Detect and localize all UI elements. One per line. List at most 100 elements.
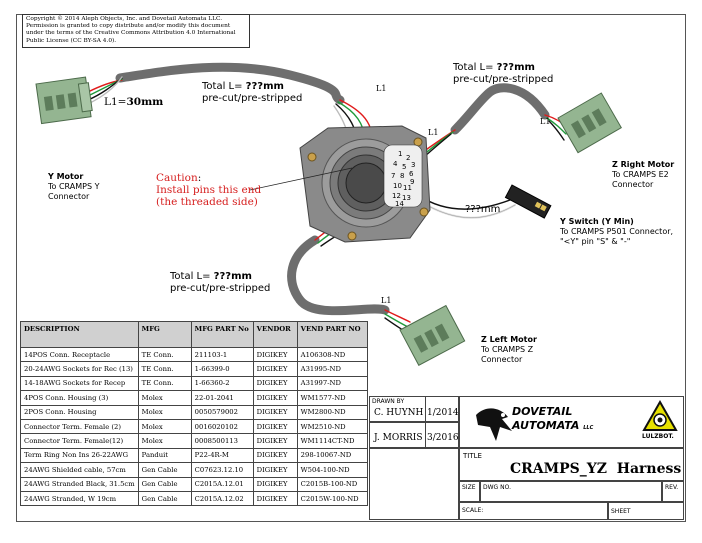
rev-cell: REV.	[662, 481, 684, 502]
bom-cell: A31995-ND	[296, 361, 368, 377]
bom-cell: 298-10067-ND	[296, 447, 368, 464]
checked-date: 3/2016	[427, 433, 459, 443]
pin-10: 10	[393, 182, 402, 190]
bom-table: DESCRIPTION MFG MFG PART No VENDOR VEND …	[20, 321, 368, 507]
z-right-motor-label: Z Right Motor To CRAMPS E2 Connector	[612, 160, 675, 189]
bom-cell: DIGIKEY	[252, 476, 298, 492]
pin-5: 5	[402, 163, 407, 171]
bom-cell: Term Ring Non Ins 26-22AWG	[20, 447, 139, 464]
size-cell: SIZE	[459, 481, 480, 502]
checked-by-name: J. MORRIS	[374, 433, 423, 443]
table-row: 24AWG Stranded, W 19cm Gen Cable C2015A.12…	[20, 490, 368, 507]
total-length-bottom: Total L= ???mm pre-cut/pre-stripped	[170, 271, 271, 294]
bom-cell: C07623.12.10	[190, 462, 254, 478]
bom-header-description: DESCRIPTION	[20, 321, 139, 348]
l1-label-bottom: L1	[381, 296, 392, 305]
pin-1: 1	[398, 150, 403, 158]
bom-cell: 14POS Conn. Receptacle	[20, 346, 139, 363]
table-row: 2POS Conn. Housing Molex 0050579002 DIGIKEY…	[20, 404, 368, 420]
cable-y-motor	[115, 62, 345, 105]
bom-cell: C2015B-100-ND	[296, 476, 368, 492]
bom-header-vendor: VENDOR	[252, 321, 298, 348]
pin-14: 14	[395, 200, 404, 208]
bom-cell: A106308-ND	[296, 346, 368, 363]
bom-cell: C2015W-100-ND	[296, 490, 368, 507]
logo-area: DOVETAIL AUTOMATA LLC LULZBOT.	[459, 396, 684, 448]
dovetail-automata-logo-text: DOVETAIL AUTOMATA LLC	[512, 405, 594, 432]
l1-label-right: L1	[540, 117, 551, 126]
bom-cell: Gen Cable	[137, 490, 192, 507]
bom-cell: Molex	[137, 418, 192, 435]
bom-cell: 24AWG Stranded Black, 31.5cm	[20, 476, 139, 492]
pin-3: 3	[411, 161, 416, 169]
pin-11: 11	[403, 184, 412, 192]
l1-30-label: L1=30mm	[104, 96, 164, 108]
bom-cell: Molex	[137, 433, 192, 449]
pin-9: 9	[410, 178, 415, 186]
bom-cell: C2015A.12.01	[190, 476, 254, 492]
bom-cell: 24AWG Shielded cable, 57cm	[20, 462, 139, 478]
pin-13: 13	[402, 194, 411, 202]
bom-cell: Gen Cable	[137, 476, 192, 492]
bom-cell: A31997-ND	[296, 375, 368, 392]
bom-cell: TE Conn.	[137, 375, 192, 392]
y-motor-label: Y Motor To CRAMPS Y Connector	[48, 172, 100, 201]
connector-y-switch	[504, 184, 552, 219]
switch-length-label: ???mm	[465, 204, 501, 215]
bom-cell: 20-24AWG Sockets for Rec (13)	[20, 361, 139, 377]
receptacle-14pos	[299, 125, 431, 243]
table-row: 24AWG Shielded cable, 57cm Gen Cable C0762…	[20, 462, 368, 478]
bom-cell: TE Conn.	[137, 346, 192, 363]
table-row: 20-24AWG Sockets for Rec (13) TE Conn. 1-6…	[20, 361, 368, 377]
table-row: 14-18AWG Sockets for Recep TE Conn. 1-6636…	[20, 375, 368, 392]
bom-cell: TE Conn.	[137, 361, 192, 377]
sheet-cell: SHEET	[608, 502, 684, 520]
bom-cell: Gen Cable	[137, 462, 192, 478]
total-length-left: Total L= ???mm pre-cut/pre-stripped	[202, 81, 303, 104]
drawn-date-cell: 1/2014	[425, 396, 459, 422]
table-row: 24AWG Stranded Black, 31.5cm Gen Cable C20…	[20, 476, 368, 492]
cable-z-right	[450, 83, 550, 135]
bom-cell: 24AWG Stranded, W 19cm	[20, 490, 139, 507]
connector-z-right	[557, 92, 622, 154]
lulzbot-logo: LULZBOT.	[642, 399, 678, 444]
bom-cell: DIGIKEY	[252, 433, 298, 449]
drawing-frame	[16, 14, 686, 522]
drawn-date: 1/2014	[427, 408, 459, 418]
bom-cell: Connector Term. Female (2)	[20, 418, 139, 435]
bom-cell: 1-66360-2	[190, 375, 254, 392]
dovetail-bird-logo	[476, 408, 512, 441]
bom-cell: 0050579002	[190, 404, 254, 420]
pin-2: 2	[406, 154, 411, 162]
bom-cell: Molex	[137, 390, 192, 406]
connector-y-motor	[35, 76, 93, 125]
bom-cell: 0016020102	[190, 418, 254, 435]
bom-cell: 4POS Conn. Housing (3)	[20, 390, 139, 406]
cable-z-left	[287, 235, 390, 316]
bom-cell: WM1577-ND	[296, 390, 368, 406]
caution-note: Caution: Install pins this end (the thre…	[156, 172, 262, 208]
total-length-top: Total L= ???mm pre-cut/pre-stripped	[453, 62, 554, 85]
table-row: 14POS Conn. Receptacle TE Conn. 211103-1 DI…	[20, 346, 368, 363]
bom-header-mfg: MFG	[137, 321, 192, 348]
bom-header-mfg-part: MFG PART No	[190, 321, 254, 348]
bom-cell: DIGIKEY	[252, 404, 298, 420]
drawn-by-name: C. HUYNH	[374, 408, 424, 418]
lulzbot-logo-mark	[642, 399, 678, 431]
bom-header-row: DESCRIPTION MFG MFG PART No VENDOR VEND …	[20, 321, 368, 348]
bom-cell: Molex	[137, 404, 192, 420]
bom-cell: WM2510-ND	[296, 418, 368, 435]
l1-label-mid: L1	[428, 128, 439, 137]
bom-cell: DIGIKEY	[252, 390, 298, 406]
dwg-no-cell: DWG NO.	[480, 481, 662, 502]
bom-cell: 211103-1	[190, 346, 254, 363]
pin-4: 4	[393, 160, 398, 168]
pin-6: 6	[409, 170, 414, 178]
bom-header-vend-part: VEND PART NO	[296, 321, 368, 348]
bom-cell: WM1114CT-ND	[296, 433, 368, 449]
y-switch-label: Y Switch (Y Min) To CRAMPS P501 Connecto…	[560, 217, 674, 246]
bom-cell: DIGIKEY	[252, 361, 298, 377]
bom-cell: DIGIKEY	[252, 346, 298, 363]
bom-cell: Panduit	[137, 447, 192, 464]
bom-cell: 2POS Conn. Housing	[20, 404, 139, 420]
